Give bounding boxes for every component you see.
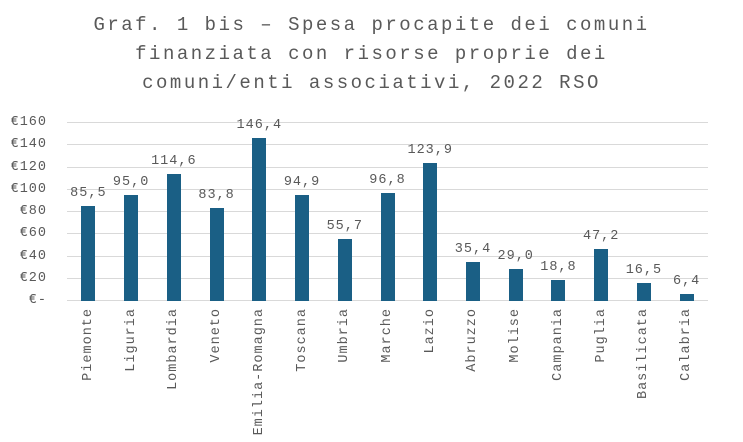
bars-row: 85,5 95,0 114,6 83,8 146,4 94,9 55,7 96,8 123,9 3…: [67, 118, 708, 301]
bar-value-label: 123,9: [407, 143, 453, 159]
bar-value-label: 85,5: [70, 185, 107, 201]
bar-value-label: 16,5: [625, 262, 663, 278]
bar-column: 96,8: [366, 123, 409, 301]
chart-title-line-3: comuni/enti associativi, 2022 RSO: [142, 72, 601, 94]
bar-value-label: 55,7: [326, 219, 363, 235]
bar-value-label: 6,4: [672, 273, 701, 289]
bar-column: 123,9: [407, 123, 453, 301]
x-label-cell: Veneto: [195, 308, 238, 363]
x-label-cell: Puglia: [580, 308, 623, 363]
gridline: [67, 144, 708, 146]
y-tick-label: €100: [10, 181, 47, 197]
bar-abruzzo: [465, 261, 480, 301]
y-tick-label: €80: [19, 204, 47, 219]
x-label-cell: Lazio: [409, 308, 452, 354]
bar-toscana: [295, 195, 310, 301]
bar-umbria: [337, 239, 352, 301]
x-label-cell: Lombardia: [152, 308, 195, 390]
bar-column: 95,0: [110, 123, 153, 301]
bar-basilicata: [636, 282, 651, 301]
bar-lombardia: [166, 173, 181, 301]
y-tick-label: €160: [10, 115, 47, 130]
bar-veneto: [209, 207, 224, 301]
x-axis-labels: Piemonte Liguria Lombardia Veneto Emilia-Rom…: [67, 308, 708, 435]
bar-value-label: 94,9: [283, 175, 321, 191]
chart-title-line-1: Graf. 1 bis – Spesa procapite dei comuni: [93, 14, 650, 36]
bar-liguria: [124, 195, 139, 301]
x-axis-label: Abruzzo: [465, 308, 481, 372]
x-label-cell: Calabria: [665, 308, 708, 381]
bar-value-label: 146,4: [236, 118, 283, 134]
x-label-cell: Basilicata: [623, 308, 666, 399]
bar-calabria: [679, 293, 694, 301]
x-axis-label: Veneto: [209, 308, 225, 363]
bar-molise: [508, 268, 523, 301]
x-axis-label: Umbria: [337, 308, 353, 363]
bar-piemonte: [81, 205, 96, 301]
y-tick-label: €60: [19, 226, 47, 242]
y-axis: €160 €140 €120 €100 €80 €60 €40 €20 €-: [0, 115, 47, 308]
x-label-cell: Piemonte: [67, 308, 110, 381]
x-axis-label: Molise: [508, 308, 524, 363]
bar-campania: [551, 280, 566, 301]
x-axis-label: Puglia: [593, 308, 609, 363]
gridline: [67, 122, 708, 123]
bar-column: 29,0: [494, 123, 537, 301]
x-axis-label: Piemonte: [80, 308, 96, 381]
bar-column: 35,4: [452, 123, 495, 301]
bar-column: 146,4: [237, 118, 281, 301]
bar-column: 83,8: [195, 123, 238, 301]
bar-value-label: 95,0: [112, 175, 150, 191]
x-axis-label: Lombardia: [166, 308, 182, 390]
x-axis-label: Emilia-Romagna: [251, 308, 267, 436]
bar-value-label: 114,6: [151, 153, 197, 169]
bar-column: 6,4: [665, 123, 708, 301]
x-axis-label: Basilicata: [636, 308, 652, 400]
x-axis-label: Liguria: [123, 308, 139, 372]
x-axis-label: Marche: [380, 308, 395, 363]
x-label-cell: Emilia-Romagna: [238, 308, 281, 435]
x-label-cell: Campania: [537, 308, 580, 381]
bar-column: 114,6: [151, 123, 197, 301]
bar-column: 47,2: [580, 123, 623, 301]
bar-emilia-romagna: [252, 138, 267, 301]
bar-column: 94,9: [281, 123, 324, 301]
bar-column: 18,8: [537, 123, 580, 301]
y-tick-label: €140: [10, 137, 47, 153]
chart-title-line-2: finanziata con risorse proprie dei: [135, 43, 608, 65]
bar-marche: [380, 193, 395, 301]
x-label-cell: Liguria: [110, 308, 153, 372]
bar-value-label: 96,8: [369, 173, 406, 189]
bar-value-label: 29,0: [497, 248, 534, 264]
bar-value-label: 47,2: [582, 228, 620, 244]
bar-value-label: 18,8: [540, 260, 577, 276]
x-label-cell: Molise: [494, 308, 537, 363]
x-label-cell: Toscana: [281, 308, 324, 372]
y-tick-label: €40: [19, 248, 47, 264]
x-axis-label: Calabria: [679, 308, 695, 381]
y-tick-label: €120: [10, 159, 47, 175]
bar-value-label: 35,4: [454, 241, 492, 257]
gridline: [67, 166, 708, 168]
bar-column: 85,5: [67, 123, 110, 301]
x-axis-label: Toscana: [294, 308, 310, 372]
chart-title: Graf. 1 bis – Spesa procapite dei comuni…: [0, 11, 743, 98]
gridline: [67, 188, 708, 190]
bar-lazio: [423, 163, 438, 301]
y-tick-label: €20: [19, 270, 47, 286]
x-label-cell: Marche: [366, 308, 409, 363]
plot-area: 85,5 95,0 114,6 83,8 146,4 94,9 55,7 96,8 123,9 3…: [67, 118, 708, 301]
x-label-cell: Abruzzo: [452, 308, 495, 372]
bar-puglia: [594, 248, 609, 301]
bar-column: 16,5: [623, 123, 666, 301]
y-tick-label: €-: [28, 293, 47, 308]
x-axis-label: Campania: [550, 308, 566, 381]
bar-column: 55,7: [323, 123, 366, 301]
x-axis-label: Lazio: [422, 308, 438, 354]
bar-value-label: 83,8: [198, 187, 235, 203]
x-label-cell: Umbria: [323, 308, 366, 363]
